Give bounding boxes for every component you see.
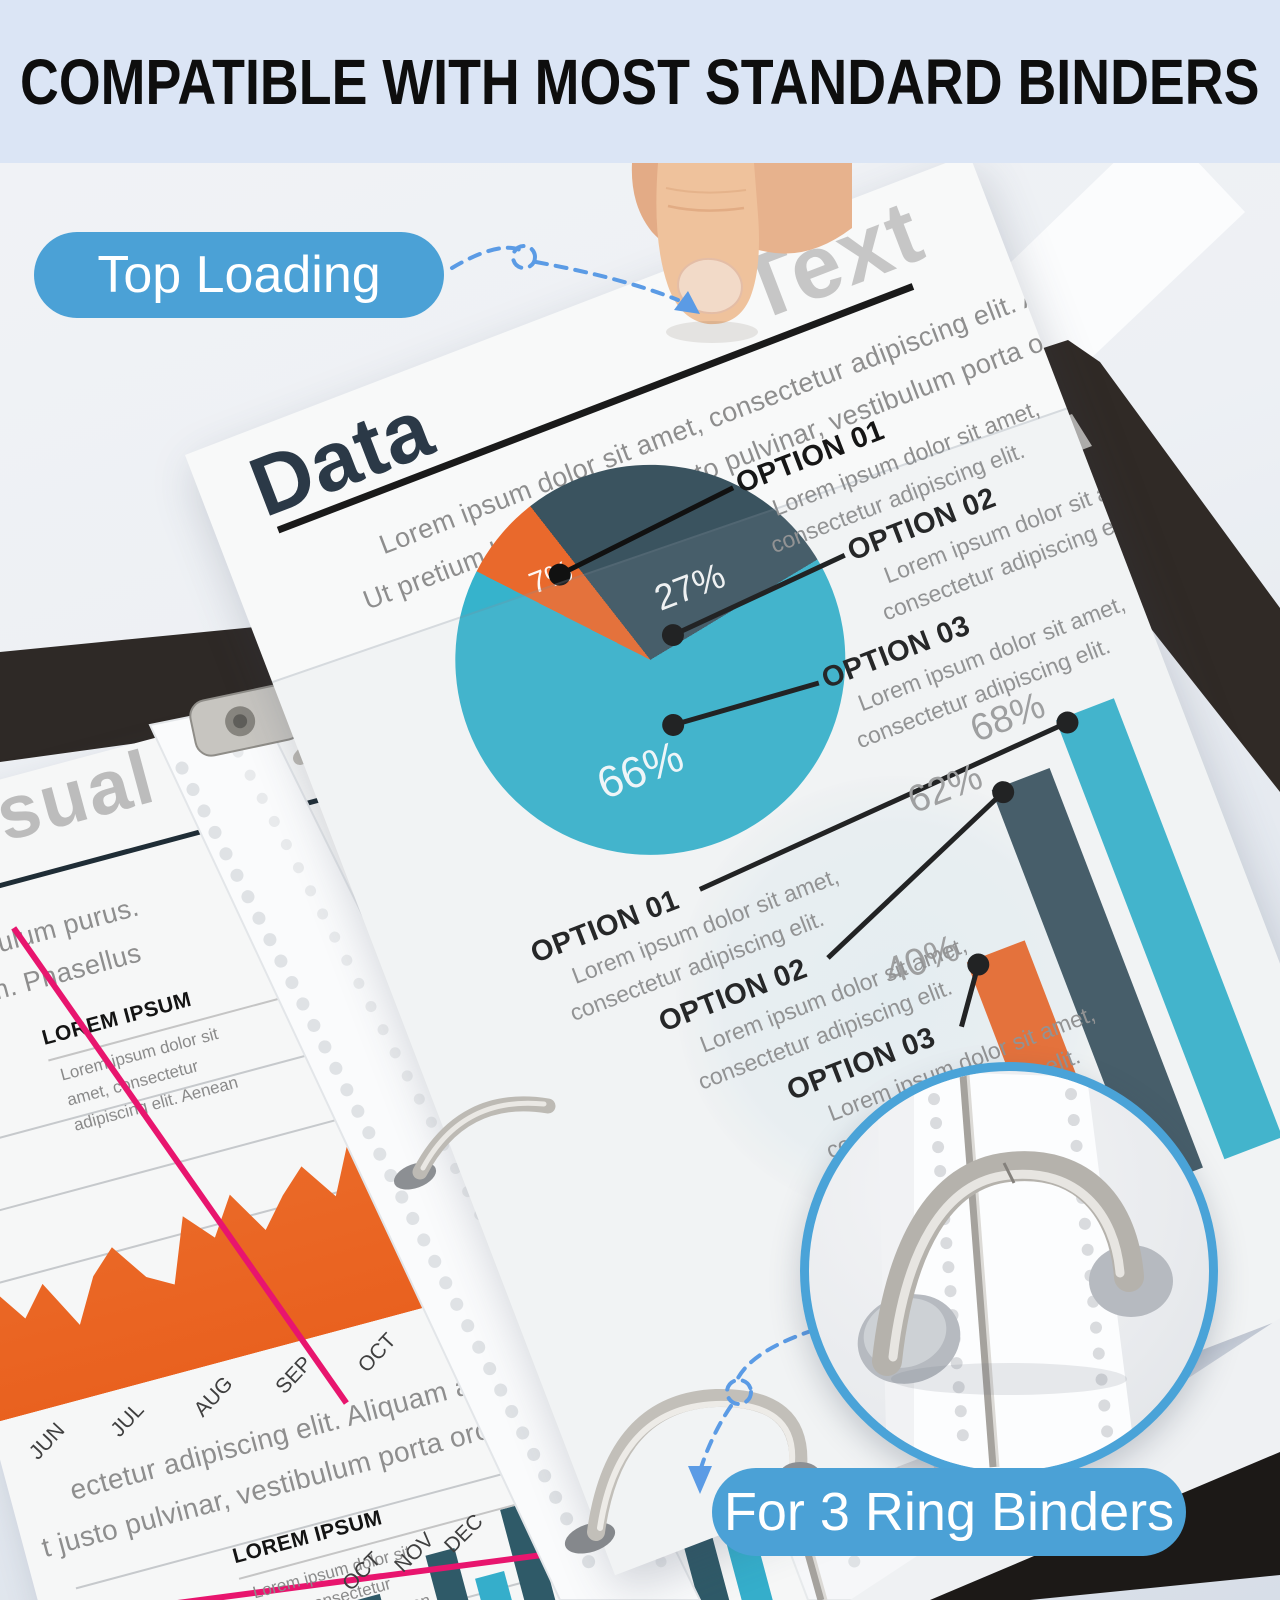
callout-line <box>671 552 846 638</box>
binder-ring-middle-highlight <box>420 1100 547 1171</box>
finger-crease <box>665 187 747 194</box>
infographic-lines: 68% 62% 40% <box>548 485 1280 1221</box>
banner: COMPATIBLE WITH MOST STANDARD BINDERS <box>0 0 1280 163</box>
callout-line <box>826 790 1005 960</box>
callout-dot <box>1056 711 1079 734</box>
finger-shadow <box>666 321 758 343</box>
fingernail <box>677 257 743 315</box>
metal-rod <box>959 1074 999 1468</box>
punch-holes <box>232 746 674 1581</box>
bar-slate-62 <box>991 767 1203 1190</box>
binder-ring-middle <box>412 1096 556 1180</box>
ring-seam <box>1002 1162 1016 1184</box>
ring-closeup-inset <box>800 1062 1218 1480</box>
finger-crease <box>667 204 745 212</box>
callout-dot <box>548 563 571 586</box>
ring-shadow <box>891 1363 1127 1395</box>
punch-holes <box>928 1093 970 1455</box>
bar-teal-68 <box>1055 698 1280 1160</box>
callout-line <box>698 720 1069 892</box>
ring-binders-badge: For 3 Ring Binders <box>712 1468 1186 1556</box>
arrowhead <box>674 291 700 314</box>
top-loading-badge: Top Loading <box>34 232 444 318</box>
arrowhead <box>688 1466 712 1494</box>
callout-dot <box>992 781 1015 804</box>
ring-binders-label: For 3 Ring Binders <box>723 1482 1175 1542</box>
callout-line <box>672 680 820 728</box>
dashed-arrow-top-loading <box>450 244 680 302</box>
metal-ring <box>872 1151 1144 1376</box>
callout-dot <box>967 953 990 976</box>
dashed-arrow-ring <box>699 1328 816 1470</box>
binder-ring-bottom-highlight <box>597 1400 796 1531</box>
callout-dot <box>662 713 685 736</box>
data-page: Text Data Lorem ipsum dolor sit amet, co… <box>185 153 1280 1576</box>
callout-dot <box>661 624 684 647</box>
punch-holes <box>1065 1088 1115 1455</box>
callout-line <box>558 485 735 577</box>
ring-closeup-art <box>857 1071 1173 1471</box>
punch-holes <box>175 761 605 1587</box>
banner-title: COMPATIBLE WITH MOST STANDARD BINDERS <box>20 45 1260 118</box>
binder-ring-bottom <box>587 1388 808 1541</box>
metal-rod-highlight <box>966 1074 1000 1468</box>
top-loading-label: Top Loading <box>97 246 381 304</box>
